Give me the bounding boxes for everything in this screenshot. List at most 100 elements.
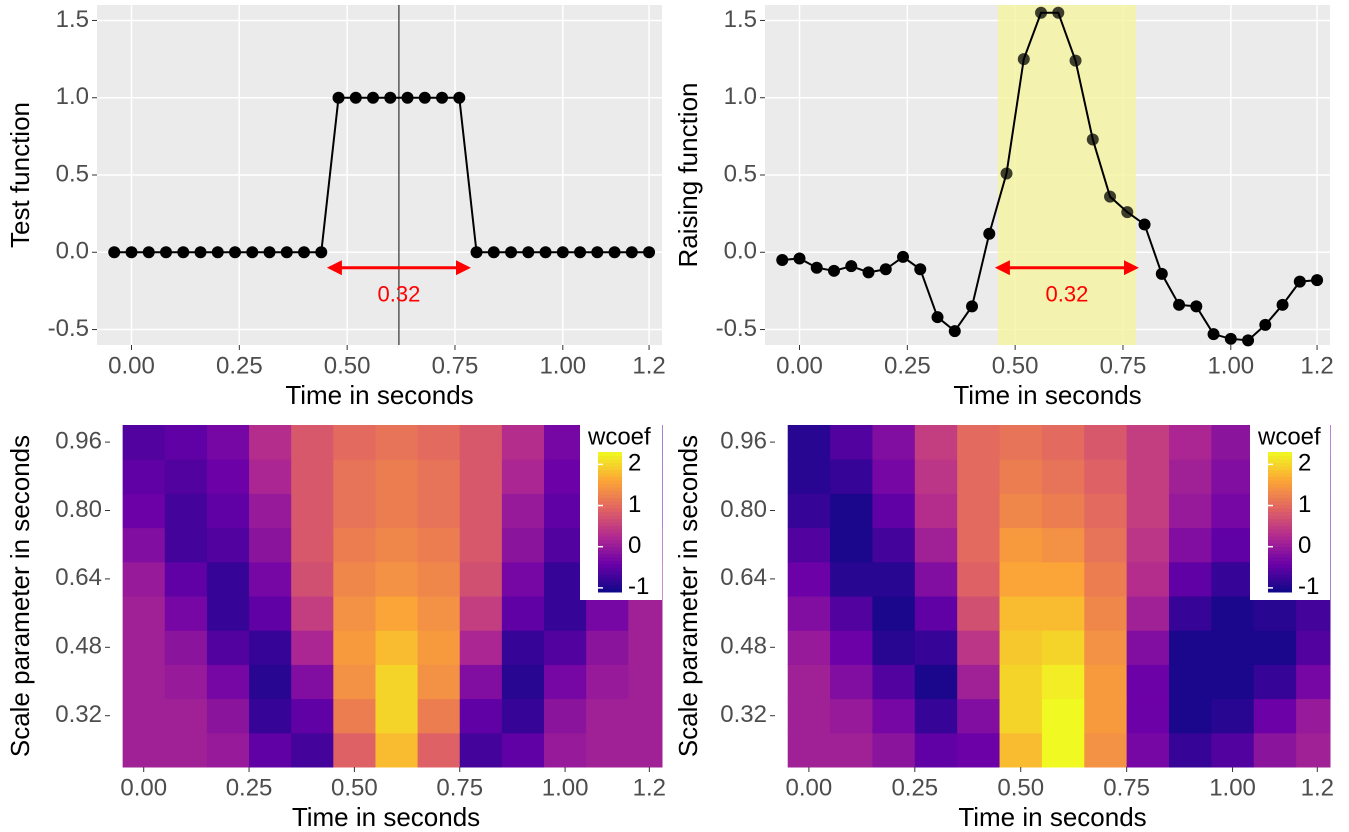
colorbar-step [598, 550, 622, 554]
data-point [897, 250, 910, 263]
data-point [625, 246, 638, 259]
colorbar-step [1268, 525, 1292, 530]
heat-cell [417, 561, 461, 597]
heat-cell [291, 664, 334, 700]
legend-title: wcoef [1257, 423, 1321, 450]
heat-cell [1169, 527, 1212, 563]
heat-cell [1211, 664, 1255, 700]
heat-cell [459, 561, 503, 597]
panel: 0.32 -0.5 0.0 0.5 1.0 1.5 0.00 0.25 0.50 0.75 1.00… [5, 5, 666, 410]
heat-cell [291, 527, 334, 563]
heat-cell [249, 664, 292, 700]
heat-cell [206, 459, 250, 494]
heat-cell [1084, 527, 1128, 563]
heat-cell [122, 698, 166, 734]
colorbar-step [598, 487, 622, 491]
heat-cell [1084, 425, 1128, 460]
heat-cell [206, 561, 250, 597]
heat-cell [914, 698, 958, 734]
heat-cell [1169, 596, 1212, 631]
y-tick-label: -0.5 [716, 315, 757, 342]
heat-cell [459, 698, 503, 734]
data-point [1311, 274, 1324, 287]
colorbar-step [598, 529, 622, 533]
heat-cell [375, 493, 419, 529]
heat-cell [375, 459, 419, 494]
data-point [1207, 328, 1220, 341]
x-tick-label: 0.25 [884, 352, 931, 379]
colorbar-step [598, 571, 622, 575]
heat-cell [830, 561, 873, 597]
heat-cell [501, 732, 545, 768]
colorbar-step [1268, 511, 1292, 516]
data-point [1121, 206, 1134, 219]
colorbar-step [598, 585, 622, 589]
colorbar-step [1268, 536, 1292, 540]
colorbar-label: 1 [1298, 491, 1311, 518]
colorbar-step [598, 466, 622, 470]
heat-cell [544, 732, 587, 768]
y-axis-title: Scale parameter in seconds [673, 435, 703, 757]
heat-cell [417, 664, 461, 700]
colorbar-step [598, 546, 622, 551]
heat-cell [417, 493, 461, 529]
heat-cell [164, 459, 208, 494]
heat-cell [1253, 596, 1297, 631]
heat-cell [333, 698, 376, 734]
colorbar-step [1268, 476, 1292, 481]
heat-cell [249, 630, 292, 665]
heat-cell [501, 459, 545, 494]
heat-cell [291, 561, 334, 597]
annotation-label: 0.32 [1045, 282, 1088, 307]
heat-cell [999, 493, 1043, 529]
heat-cell [586, 698, 629, 734]
heat-cell [544, 630, 587, 665]
heat-cell [122, 664, 166, 700]
data-point [983, 227, 996, 240]
data-point [453, 91, 466, 104]
colorbar-step [1268, 550, 1292, 554]
heat-cell [122, 596, 166, 631]
heat-cell [1041, 630, 1085, 665]
colorbar-step [1268, 522, 1292, 526]
colorbar-step [598, 581, 622, 586]
heat-cell [333, 732, 376, 768]
heat-cell [1126, 561, 1170, 597]
y-tick-label: 0.48 [55, 633, 102, 660]
heat-cell [206, 698, 250, 734]
colorbar-step [1268, 469, 1292, 474]
heat-cell [544, 459, 587, 494]
colorbar-step [1268, 487, 1292, 491]
y-tick-label: 0.0 [56, 238, 89, 265]
colorbar-step [1268, 546, 1292, 551]
heat-cell [122, 459, 166, 494]
x-tick-label: 1.2 [1301, 774, 1334, 801]
heat-cell [1084, 493, 1128, 529]
y-tick-label: 0.5 [56, 160, 89, 187]
heat-cell [1041, 459, 1085, 494]
colorbar-label: 2 [628, 450, 641, 477]
heat-cell [1041, 561, 1085, 597]
data-point [1138, 218, 1151, 231]
heat-cell [333, 630, 376, 665]
y-tick-label: 1.5 [724, 6, 757, 33]
colorbar-step [598, 508, 622, 512]
x-tick-label: 1.00 [542, 774, 589, 801]
heat-cell [1211, 732, 1255, 768]
data-point [1155, 267, 1168, 280]
heat-cell [872, 493, 916, 529]
heat-cell [164, 493, 208, 529]
heat-cell [333, 527, 376, 563]
heat-cell [957, 664, 1001, 700]
heat-cell [957, 425, 1001, 460]
heat-cell [999, 425, 1043, 460]
data-point [487, 246, 500, 259]
heat-cell [957, 493, 1001, 529]
heat-cell [122, 630, 166, 665]
heat-cell [1211, 493, 1255, 529]
colorbar-step [1268, 494, 1292, 498]
heat-cell [586, 732, 629, 768]
heat-cell [249, 493, 292, 529]
colorbar-step [598, 476, 622, 481]
colorbar-step [1268, 466, 1292, 470]
